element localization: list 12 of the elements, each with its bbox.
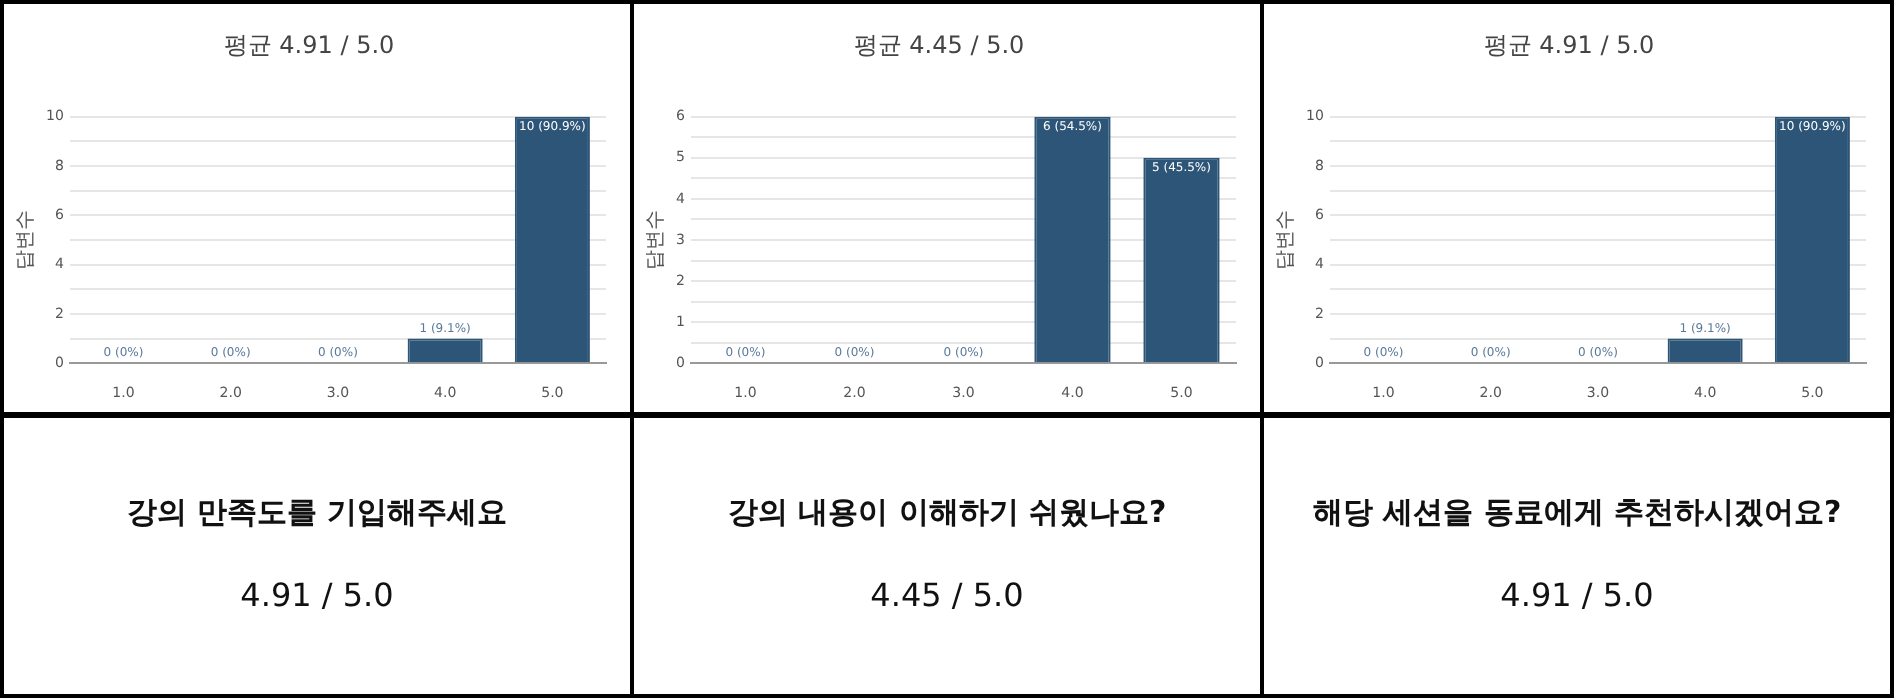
chart-title: 평균 4.91 / 5.0 (1483, 30, 1655, 59)
y-axis-title: 답변수 (1275, 210, 1298, 270)
y-axis-title: 답변수 (645, 210, 668, 270)
text: 강의 내용이 이해하기 쉬웠나요? (727, 494, 1167, 532)
text: 해당 세션을 동료에게 추천하시겠어요? (1312, 494, 1842, 532)
chart-title: 평균 4.91 / 5.0 (223, 30, 395, 59)
text: 4.45 / 5.0 (870, 576, 1024, 614)
text: 4.91 / 5.0 (1500, 576, 1654, 614)
text: 4.91 / 5.0 (240, 576, 394, 614)
chart-title: 평균 4.45 / 5.0 (853, 30, 1025, 59)
y-axis-title: 답변수 (15, 210, 38, 270)
text: 강의 만족도를 기입해주세요 (126, 494, 508, 532)
